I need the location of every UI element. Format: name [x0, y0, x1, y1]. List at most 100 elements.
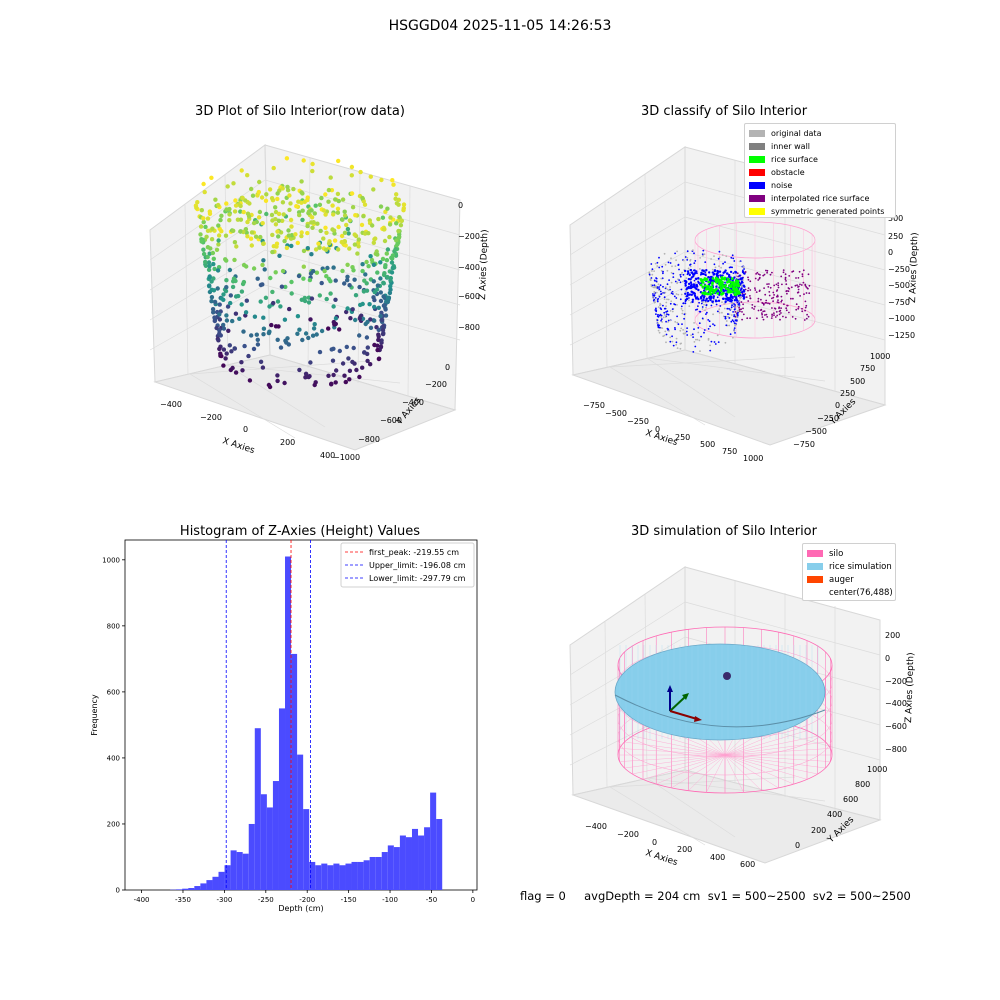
data-point	[333, 316, 339, 321]
data-point	[701, 291, 705, 295]
data-point	[316, 241, 321, 246]
data-point	[703, 284, 707, 287]
data-point	[671, 335, 673, 338]
data-point	[390, 265, 395, 271]
data-point	[718, 250, 721, 253]
histogram-bar	[176, 889, 183, 890]
data-point	[731, 319, 734, 322]
data-point	[665, 301, 668, 304]
data-point	[652, 294, 655, 297]
data-point	[331, 372, 336, 378]
data-point	[692, 351, 695, 353]
data-point	[683, 332, 685, 335]
data-point	[753, 305, 756, 308]
data-point	[326, 326, 331, 331]
data-point	[737, 275, 739, 278]
data-point	[686, 293, 689, 297]
histogram-bar	[303, 809, 310, 890]
data-point	[723, 303, 726, 305]
data-point	[710, 304, 713, 307]
data-point	[384, 251, 389, 256]
z-tick: 0	[888, 248, 893, 257]
data-point	[797, 307, 800, 310]
data-point	[765, 299, 768, 302]
data-point	[699, 350, 701, 352]
data-point	[690, 271, 693, 274]
data-point	[698, 322, 701, 325]
data-point	[353, 213, 358, 218]
data-point	[209, 279, 214, 284]
data-point	[790, 286, 793, 289]
data-point	[805, 304, 808, 307]
data-point	[210, 250, 216, 256]
data-point	[360, 301, 365, 307]
data-point	[340, 217, 345, 222]
data-point	[703, 278, 707, 282]
data-point	[768, 294, 771, 297]
data-point	[376, 327, 381, 333]
data-point	[686, 327, 688, 329]
data-point	[653, 270, 655, 272]
data-point	[782, 269, 785, 271]
data-point	[398, 223, 404, 228]
data-point	[685, 288, 688, 291]
data-point	[326, 241, 332, 246]
data-point	[347, 283, 352, 288]
data-point	[804, 306, 807, 309]
data-point	[260, 365, 266, 370]
data-point	[682, 329, 684, 331]
data-point	[345, 274, 350, 279]
data-point	[674, 327, 676, 329]
data-point	[724, 289, 727, 292]
data-point	[801, 307, 803, 310]
data-point	[244, 230, 249, 235]
data-point	[718, 256, 721, 259]
data-point	[389, 270, 395, 275]
data-point	[660, 269, 663, 272]
data-point	[372, 304, 377, 310]
data-point	[362, 231, 368, 236]
data-point	[688, 297, 690, 299]
data-point	[736, 305, 739, 308]
data-point	[672, 293, 674, 295]
data-point	[786, 304, 788, 307]
x-tick: −400	[585, 822, 607, 831]
data-point	[323, 192, 328, 197]
data-point	[233, 311, 239, 316]
data-point	[730, 306, 733, 309]
z-tick: −1250	[888, 331, 915, 340]
data-point	[736, 290, 740, 294]
data-point	[301, 276, 306, 281]
data-point	[670, 281, 673, 284]
histogram-bar	[212, 876, 219, 890]
histogram-bar	[405, 837, 412, 890]
data-point	[288, 201, 293, 206]
data-point	[356, 244, 361, 249]
legend-label: original data	[771, 129, 822, 138]
data-point	[654, 297, 657, 299]
data-point	[804, 300, 807, 303]
data-point	[223, 257, 228, 262]
data-point	[300, 337, 305, 343]
data-point	[660, 293, 663, 295]
data-point	[256, 189, 261, 195]
data-point	[372, 318, 377, 323]
data-point	[705, 285, 709, 289]
histogram-bar	[351, 861, 358, 890]
data-point	[202, 189, 207, 195]
data-point	[342, 281, 347, 286]
data-point	[795, 303, 798, 306]
data-point	[797, 286, 799, 288]
data-point	[376, 356, 382, 361]
data-point	[675, 343, 678, 346]
data-point	[769, 273, 772, 276]
data-point	[219, 213, 224, 218]
data-point	[289, 291, 294, 296]
data-point	[286, 233, 291, 238]
data-point	[757, 279, 760, 281]
data-point	[686, 257, 689, 259]
data-point	[722, 274, 724, 277]
data-point	[714, 343, 717, 345]
data-point	[700, 335, 702, 338]
data-point	[722, 262, 724, 265]
